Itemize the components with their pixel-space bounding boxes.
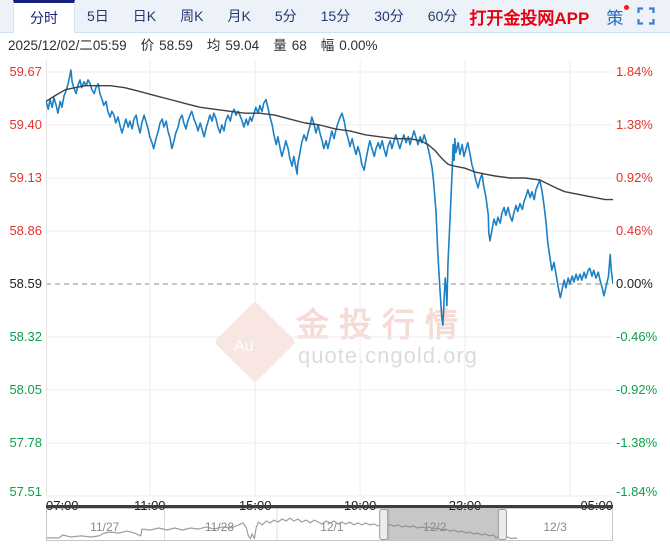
percent-axis-label: -0.46% bbox=[616, 329, 658, 344]
navigator-right-handle[interactable] bbox=[497, 509, 507, 540]
percent-axis-label: 1.38% bbox=[616, 117, 653, 132]
quote-average-field: 均 59.04 bbox=[206, 38, 260, 53]
percent-axis-label: -0.92% bbox=[616, 382, 658, 397]
nav-date-label: 11/27 bbox=[90, 520, 120, 534]
price-axis-label: 58.05 bbox=[9, 382, 42, 397]
quote-datetime: 2025/12/02/二05:59 bbox=[8, 38, 127, 53]
tab-15min[interactable]: 15分 bbox=[320, 8, 351, 24]
fullscreen-icon[interactable] bbox=[637, 0, 655, 32]
price-axis-label: 59.13 bbox=[9, 170, 42, 185]
watermark-url: quote.cngold.org bbox=[298, 343, 478, 368]
notification-dot bbox=[624, 5, 630, 10]
price-axis-label: 59.40 bbox=[9, 117, 42, 132]
nav-date-label: 12/1 bbox=[320, 520, 344, 534]
tab-daily-k[interactable]: 日K bbox=[132, 8, 157, 24]
percent-axis-label: 0.92% bbox=[616, 170, 653, 185]
navigator-top-border bbox=[46, 505, 613, 508]
percent-axis-label: 1.84% bbox=[616, 64, 653, 79]
percent-axis-label: 0.46% bbox=[616, 223, 653, 238]
price-chart-plot[interactable] bbox=[46, 60, 613, 497]
nav-date-label: 12/3 bbox=[543, 520, 567, 534]
quote-change-field: 幅 0.00% bbox=[320, 38, 378, 53]
navigator-scrollbar[interactable] bbox=[46, 508, 613, 541]
tab-timeline[interactable]: 分时 bbox=[13, 0, 75, 33]
price-axis-label: 58.86 bbox=[9, 223, 42, 238]
quote-info-bar: 2025/12/02/二05:59 价 58.59 均 59.04 量 68 幅 0.0… bbox=[0, 33, 670, 55]
tab-60min[interactable]: 60分 bbox=[427, 8, 458, 24]
strategy-button-label: 策 bbox=[606, 8, 624, 28]
tab-30min[interactable]: 30分 bbox=[374, 8, 404, 24]
percent-axis-label: -1.84% bbox=[616, 484, 658, 499]
nav-date-label: 12/2 bbox=[423, 520, 447, 534]
au-logo-text: Au bbox=[234, 338, 254, 355]
price-axis-label: 58.59 bbox=[9, 276, 42, 291]
tab-monthly-k[interactable]: 月K bbox=[227, 8, 251, 24]
tab-5day[interactable]: 5日 bbox=[87, 8, 109, 24]
tab-5min[interactable]: 5分 bbox=[274, 8, 297, 24]
price-axis-label: 57.51 bbox=[9, 484, 42, 499]
quote-volume-field: 量 68 bbox=[273, 38, 307, 53]
percent-axis-label: -1.38% bbox=[616, 435, 658, 450]
navigator-left-handle[interactable] bbox=[379, 509, 389, 540]
price-axis-label: 59.67 bbox=[9, 64, 42, 79]
price-axis-label: 58.32 bbox=[9, 329, 42, 344]
nav-date-label: 11/28 bbox=[204, 520, 235, 534]
strategy-button[interactable]: 策 bbox=[606, 0, 630, 32]
quote-price-field: 价 58.59 bbox=[140, 38, 193, 53]
navigator-selection-window[interactable] bbox=[383, 509, 503, 540]
tab-weekly-k[interactable]: 周K bbox=[180, 8, 204, 24]
open-app-link[interactable]: 打开金投网APP bbox=[469, 8, 590, 28]
percent-axis-label: 0.00% bbox=[616, 276, 653, 291]
chart-period-tabbar: 分时 5日 日K 周K 月K 5分 15分 30分 60分 打开金投网APP 策 bbox=[0, 0, 670, 33]
price-axis-label: 57.78 bbox=[9, 435, 42, 450]
